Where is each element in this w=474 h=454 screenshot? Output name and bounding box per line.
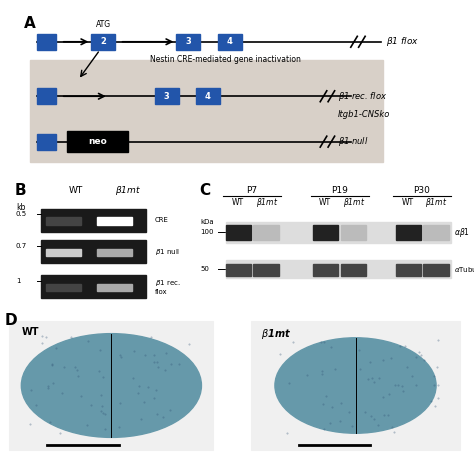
Text: D: D: [5, 313, 18, 328]
Text: P30: P30: [414, 186, 430, 195]
Bar: [37, 88, 56, 104]
Text: Nestin CRE-mediated gene inactivation: Nestin CRE-mediated gene inactivation: [150, 55, 301, 64]
Text: $\beta$1 flox: $\beta$1 flox: [386, 35, 419, 48]
Bar: [91, 34, 115, 50]
Text: WT: WT: [68, 186, 83, 195]
Text: CRE: CRE: [155, 217, 168, 223]
Text: 2: 2: [100, 37, 106, 46]
Text: $\beta$1mt: $\beta$1mt: [261, 327, 291, 341]
Bar: [226, 264, 251, 276]
Text: WT: WT: [319, 198, 331, 207]
Bar: [254, 225, 279, 240]
Text: $\beta$1 null: $\beta$1 null: [155, 247, 180, 257]
Text: P19: P19: [331, 186, 348, 195]
Text: $\alpha$Tubulin: $\alpha$Tubulin: [454, 265, 474, 274]
Bar: [196, 88, 220, 104]
Bar: [313, 225, 338, 240]
Text: 1: 1: [16, 277, 20, 284]
Text: kDa: kDa: [201, 219, 214, 225]
Bar: [155, 88, 179, 104]
Text: ATG: ATG: [96, 20, 111, 29]
Text: kb: kb: [16, 203, 25, 212]
Text: $\beta$1mt: $\beta$1mt: [426, 196, 448, 209]
Bar: [226, 225, 251, 240]
Bar: [395, 264, 421, 276]
Text: 4: 4: [205, 92, 211, 101]
Text: $\beta$1 null: $\beta$1 null: [337, 135, 368, 148]
Bar: [97, 249, 132, 256]
Text: $\beta$1 rec. flox: $\beta$1 rec. flox: [337, 90, 387, 103]
Bar: [176, 34, 201, 50]
Bar: [254, 264, 279, 276]
Bar: [37, 34, 56, 50]
Ellipse shape: [275, 338, 436, 433]
Text: 4: 4: [227, 37, 233, 46]
Bar: [46, 249, 81, 256]
Text: 3: 3: [164, 92, 169, 101]
Bar: [218, 34, 242, 50]
Text: WT: WT: [401, 198, 413, 207]
Text: $\alpha\beta$1: $\alpha\beta$1: [454, 226, 470, 239]
Text: Itgb1-CNSko: Itgb1-CNSko: [337, 110, 390, 119]
Bar: [46, 284, 81, 291]
Bar: [40, 275, 146, 298]
Bar: [341, 225, 366, 240]
Text: C: C: [199, 183, 210, 198]
Text: 0.5: 0.5: [16, 211, 27, 217]
Text: P7: P7: [246, 186, 258, 195]
Text: B: B: [14, 183, 26, 198]
Bar: [30, 60, 383, 162]
Text: $\beta$1mt: $\beta$1mt: [343, 196, 365, 209]
Bar: [97, 284, 132, 291]
Ellipse shape: [21, 334, 201, 437]
Text: $\beta$1mt: $\beta$1mt: [255, 196, 278, 209]
Bar: [37, 133, 56, 150]
Text: 0.7: 0.7: [16, 242, 27, 248]
Bar: [341, 264, 366, 276]
Bar: [395, 225, 421, 240]
Text: A: A: [24, 16, 36, 31]
Text: 50: 50: [201, 266, 210, 272]
Bar: [226, 222, 451, 243]
Bar: [9, 321, 213, 450]
Text: $\beta$1mt: $\beta$1mt: [115, 184, 141, 197]
Bar: [226, 261, 451, 278]
Bar: [313, 264, 338, 276]
Bar: [46, 217, 81, 224]
Text: $\beta$1 rec.
flox: $\beta$1 rec. flox: [155, 278, 180, 295]
Bar: [97, 217, 132, 224]
Bar: [251, 321, 460, 450]
Text: 100: 100: [201, 229, 214, 235]
Bar: [40, 240, 146, 263]
Bar: [40, 209, 146, 232]
Text: WT: WT: [21, 327, 39, 337]
Bar: [423, 225, 448, 240]
Text: 3: 3: [185, 37, 191, 46]
Text: WT: WT: [231, 198, 244, 207]
Text: neo: neo: [89, 137, 107, 146]
Bar: [67, 132, 128, 152]
Bar: [423, 264, 448, 276]
